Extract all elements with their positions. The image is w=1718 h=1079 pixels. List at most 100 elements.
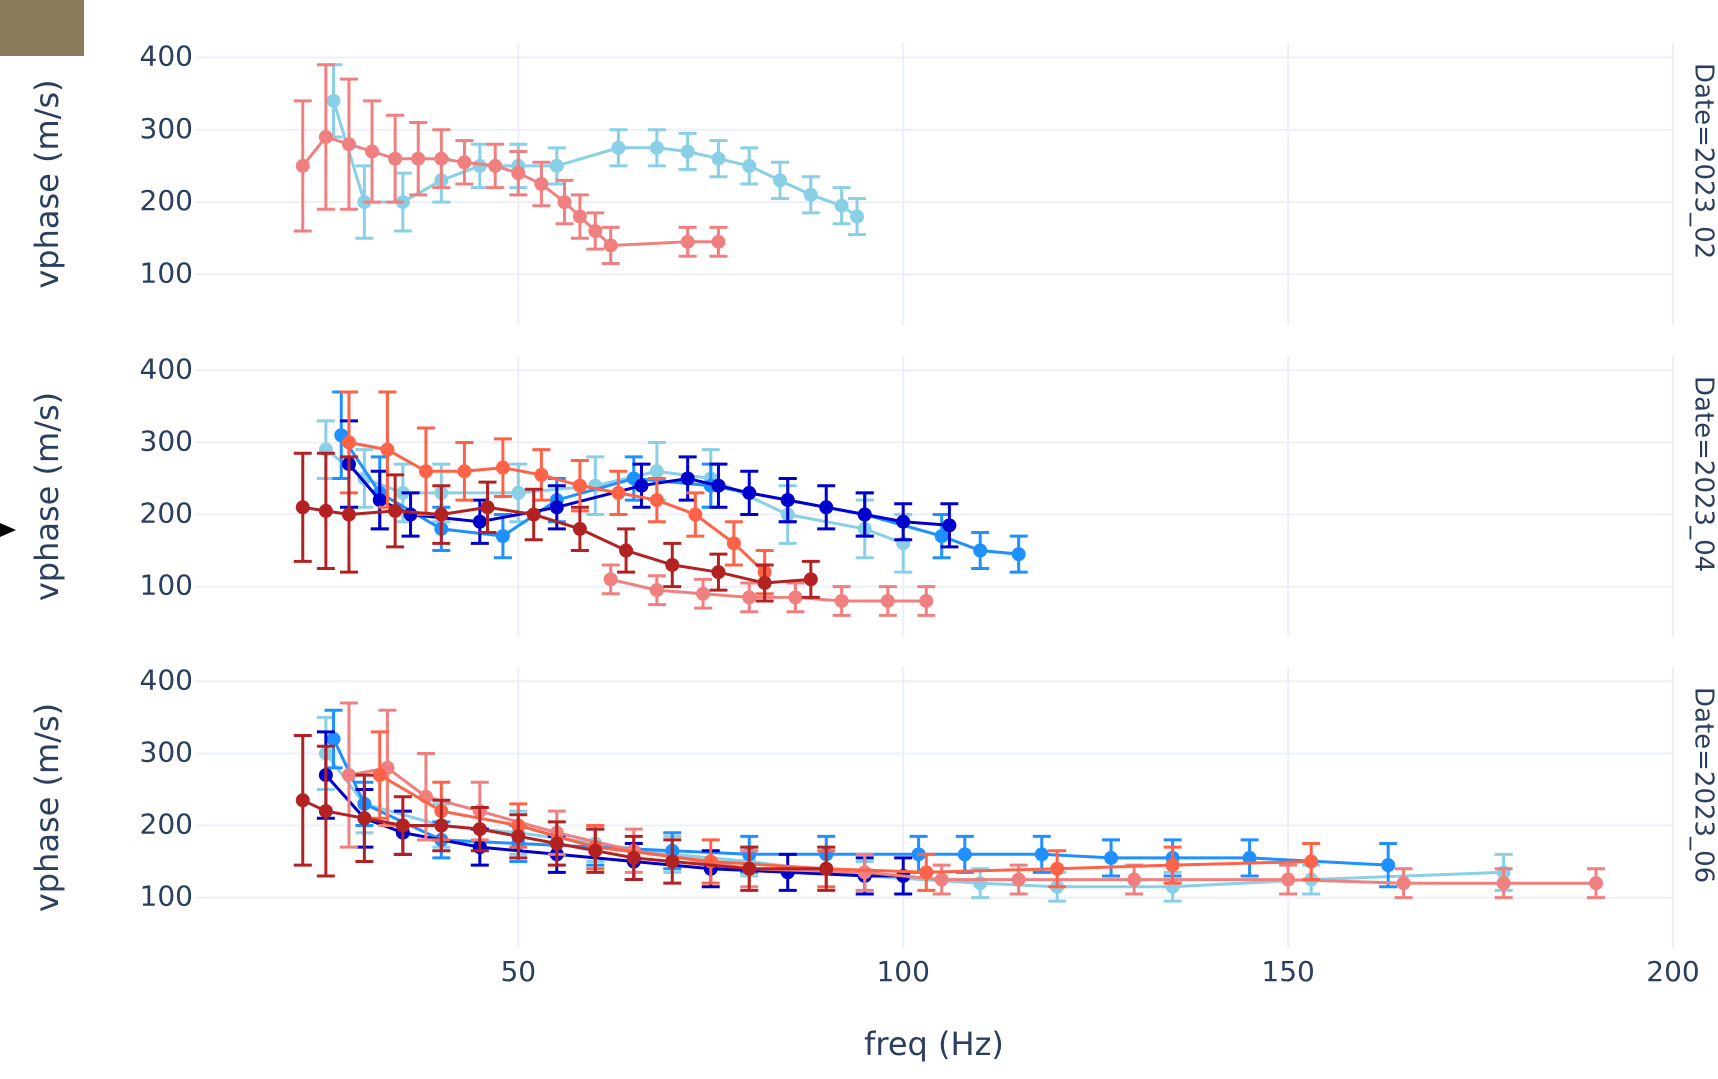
marker	[603, 572, 618, 587]
y-tick-label: 200	[140, 808, 193, 841]
marker	[896, 514, 911, 529]
marker	[1381, 858, 1396, 873]
marker	[588, 224, 603, 238]
marker	[819, 500, 834, 515]
marker	[649, 464, 664, 479]
marker	[780, 493, 795, 508]
facet-label: Date=2023_02	[1689, 63, 1718, 259]
marker	[434, 507, 449, 522]
marker	[511, 166, 526, 181]
marker	[1127, 872, 1142, 887]
marker	[1496, 876, 1511, 891]
marker	[295, 793, 310, 808]
marker	[973, 543, 988, 558]
y-tick-label: 400	[140, 663, 193, 696]
marker	[549, 836, 564, 851]
marker	[1011, 872, 1026, 887]
marker	[619, 543, 634, 558]
x-tick-label: 50	[500, 955, 536, 988]
marker	[880, 593, 895, 608]
y-tick-label: 200	[140, 497, 193, 530]
marker	[919, 593, 934, 608]
marker	[934, 529, 949, 544]
marker	[819, 861, 834, 876]
marker	[757, 575, 772, 590]
marker	[773, 173, 788, 188]
marker	[457, 464, 472, 479]
marker	[326, 732, 341, 747]
marker	[365, 144, 380, 159]
marker	[919, 865, 934, 880]
marker	[711, 151, 726, 166]
marker	[957, 847, 972, 862]
marker	[603, 238, 618, 253]
marker	[318, 503, 333, 518]
marker	[696, 586, 711, 601]
marker	[665, 557, 680, 572]
marker	[1165, 858, 1180, 873]
marker	[680, 471, 695, 486]
marker	[1104, 850, 1119, 865]
marker	[688, 507, 703, 522]
marker	[418, 464, 433, 479]
y-tick-label: 100	[140, 256, 193, 289]
marker	[495, 460, 510, 475]
y-tick-label: 100	[140, 880, 193, 913]
series-line	[348, 441, 766, 574]
marker	[649, 493, 664, 508]
marker	[434, 818, 449, 833]
marker	[403, 507, 418, 522]
marker	[572, 209, 587, 224]
marker	[742, 158, 757, 173]
marker	[488, 158, 503, 173]
marker	[711, 565, 726, 580]
marker	[480, 500, 495, 515]
marker	[1242, 850, 1257, 865]
marker	[472, 514, 487, 529]
marker	[318, 130, 333, 144]
marker	[934, 872, 949, 887]
marker	[850, 209, 865, 224]
marker	[942, 518, 957, 533]
y-axis-title: vphase (m/s)	[28, 392, 66, 601]
marker	[857, 507, 872, 522]
marker	[711, 234, 726, 249]
marker	[803, 187, 818, 202]
marker	[388, 503, 403, 518]
marker	[526, 507, 541, 522]
y-tick-label: 400	[140, 39, 193, 72]
marker	[649, 583, 664, 598]
series-line	[610, 577, 927, 603]
marker	[572, 521, 587, 536]
y-axis-title: vphase (m/s)	[28, 703, 66, 912]
marker	[549, 500, 564, 515]
marker	[1281, 872, 1296, 887]
y-axis-title: vphase (m/s)	[28, 79, 66, 288]
y-tick-label: 300	[140, 735, 193, 768]
y-tick-label: 100	[140, 569, 193, 602]
marker	[341, 137, 356, 152]
marker	[318, 804, 333, 819]
marker	[457, 155, 472, 170]
marker	[380, 442, 395, 457]
y-tick-label: 400	[140, 352, 193, 385]
marker	[295, 500, 310, 515]
x-tick-label: 100	[876, 955, 929, 988]
marker	[341, 507, 356, 522]
x-tick-label: 150	[1261, 955, 1314, 988]
x-axis-title: freq (Hz)	[864, 1025, 1004, 1063]
marker	[411, 151, 426, 166]
marker	[711, 478, 726, 493]
marker	[511, 829, 526, 844]
marker	[680, 234, 695, 249]
x-tick-label: 200	[1646, 955, 1699, 988]
marker	[857, 865, 872, 880]
marker	[572, 478, 587, 493]
marker	[1050, 861, 1065, 876]
series-line	[324, 752, 1504, 889]
series-line	[332, 738, 1389, 867]
arrow-pointer	[0, 523, 16, 537]
thumbnail-image	[0, 0, 84, 56]
marker	[395, 818, 410, 833]
